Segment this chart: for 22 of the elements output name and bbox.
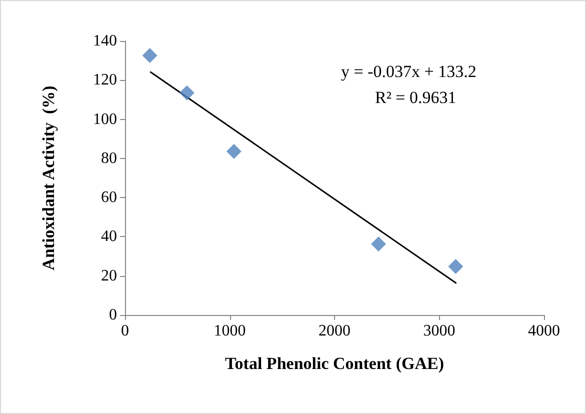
x-axis-title: Total Phenolic Content (GAE) [225,354,444,373]
y-tick-label: 100 [93,110,117,128]
y-tick-label: 60 [101,189,117,206]
point [370,236,386,252]
y-tick-label: 120 [93,72,117,89]
y-tick-label: 140 [93,32,117,50]
point [226,144,242,159]
x-tick-label: 1000 [214,322,246,340]
y-tick-label: 0 [109,306,117,324]
y-tick-label: 20 [101,267,117,284]
y-axis-title: Antioxidant Activity (%) [39,86,58,270]
annotation: R² = 0.9631 [375,88,456,107]
x-tick-label: 4000 [528,322,560,340]
x-tick-label: 3000 [423,322,456,340]
x-tick-label: 0 [121,322,129,340]
y-tick-label: 40 [101,228,117,246]
point [448,258,464,274]
point [179,85,194,100]
point [142,48,158,63]
annotation: y = -0.037x + 133.2 [341,62,476,81]
x-tick-label: 2000 [318,322,350,340]
y-tick-label: 80 [101,150,117,167]
